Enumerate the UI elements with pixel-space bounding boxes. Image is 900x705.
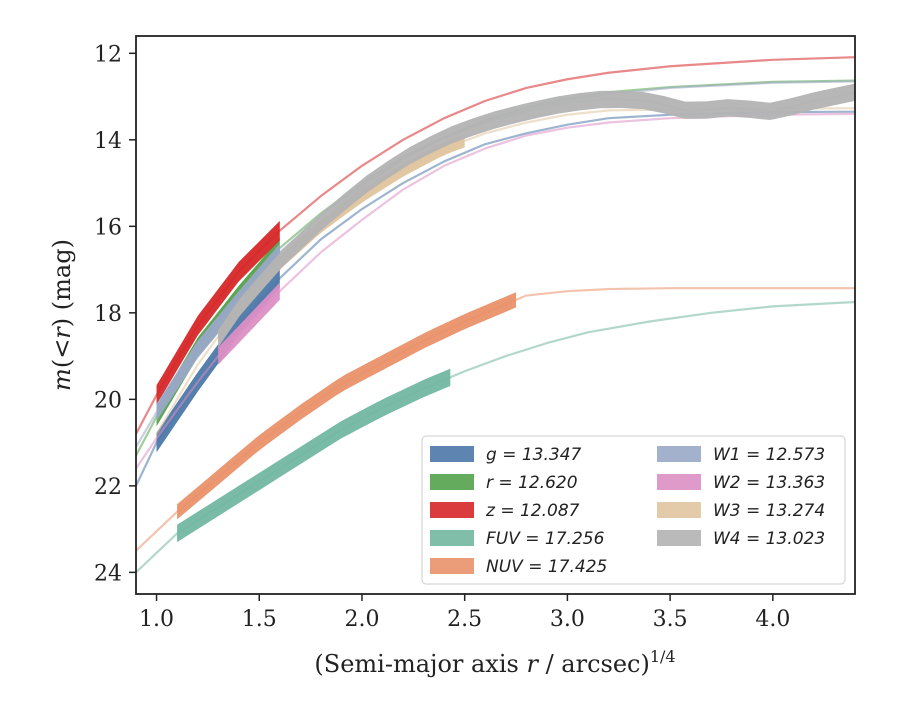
legend: g = 13.347 r = 12.620 z = 12.087 FUV = 17.2… <box>421 435 846 585</box>
y-tick-label: 20 <box>94 388 122 413</box>
series-w3-band <box>218 134 465 344</box>
legend-items: g = 13.347 r = 12.620 z = 12.087 FUV = 17.2… <box>430 445 825 577</box>
legend-swatch-fuv <box>430 530 474 546</box>
x-tick-label: 2.0 <box>344 607 379 632</box>
legend-swatch-z <box>430 502 474 518</box>
series-z-band <box>156 220 280 405</box>
legend-label-w2: W2 = 13.363 <box>713 473 825 493</box>
x-axis-label: (Semi-major axis r / arcsec)1/4 <box>314 647 675 678</box>
series-w4-band <box>218 83 855 348</box>
legend-frame <box>421 435 846 585</box>
x-tick-label: 4.0 <box>755 607 790 632</box>
x-tick-label: 3.5 <box>653 607 688 632</box>
y-tick-label: 16 <box>94 215 122 240</box>
series-w1-band <box>156 243 280 421</box>
y-tick-label: 24 <box>94 561 122 586</box>
series-w4-line <box>217 91 855 340</box>
legend-label-w1: W1 = 12.573 <box>713 445 825 465</box>
series-w2-band <box>218 282 280 365</box>
legend-swatch-w4 <box>657 530 701 546</box>
x-tick-label: 1.5 <box>242 607 277 632</box>
legend-swatch-g <box>430 446 474 462</box>
series-layer <box>136 56 855 574</box>
legend-label-w3: W3 = 13.274 <box>713 501 825 521</box>
legend-swatch-nuv <box>430 558 474 574</box>
legend-swatch-w1 <box>657 446 701 462</box>
legend-swatch-w2 <box>657 474 701 490</box>
series-w2-line <box>136 112 855 470</box>
y-tick-label: 14 <box>94 129 122 154</box>
series-nuv-band <box>177 292 517 520</box>
series-group <box>136 56 855 574</box>
legend-label-r: r = 12.620 <box>486 473 578 493</box>
series-fuv-band <box>177 368 451 543</box>
y-tick-label: 22 <box>94 475 122 500</box>
legend-swatch-r <box>430 474 474 490</box>
x-tick-label: 1.0 <box>139 607 174 632</box>
x-tick-label: 2.5 <box>447 607 482 632</box>
y-tick-label: 18 <box>94 302 122 327</box>
y-axis-label: m(<r) (mag) <box>48 239 76 391</box>
legend-swatch-w3 <box>657 502 701 518</box>
ticks-layer: 1.0 1.5 2.0 2.5 3.0 3.5 4.0 12 14 16 18 20 22 24 <box>94 42 790 632</box>
y-tick-label: 12 <box>94 42 122 67</box>
legend-label-w4: W4 = 13.023 <box>713 529 825 549</box>
legend-label-fuv: FUV = 17.256 <box>486 529 605 549</box>
plot-frame <box>135 35 856 595</box>
legend-label-g: g = 13.347 <box>486 445 582 465</box>
legend-label-z: z = 12.087 <box>485 501 580 521</box>
x-tick-label: 3.0 <box>550 607 585 632</box>
series-g-band <box>156 268 280 453</box>
legend-label-nuv: NUV = 17.425 <box>486 557 607 577</box>
